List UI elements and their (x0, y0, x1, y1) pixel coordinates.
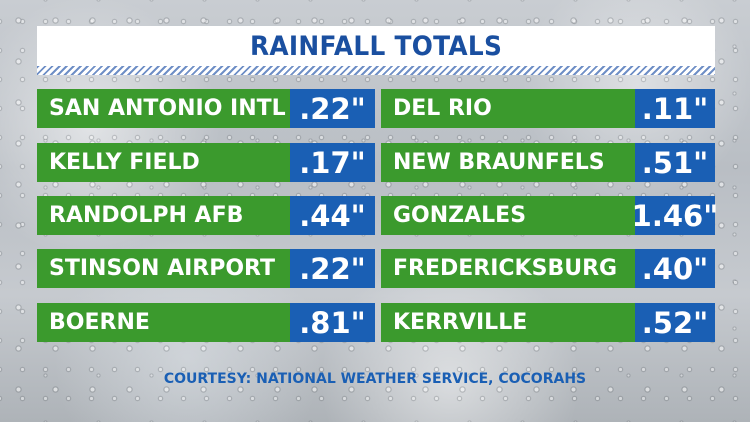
station-name: KERRVILLE (381, 303, 635, 342)
rainfall-row: KELLY FIELD .17" (37, 143, 375, 182)
station-name: NEW BRAUNFELS (381, 143, 635, 182)
rainfall-row: GONZALES 1.46" (381, 196, 718, 235)
station-name: KELLY FIELD (37, 143, 290, 182)
rainfall-row: NEW BRAUNFELS .51" (381, 143, 715, 182)
rainfall-value: .40" (635, 249, 715, 288)
rainfall-value: .22" (290, 249, 375, 288)
rainfall-value: .22" (290, 89, 375, 128)
title-bar: RAINFALL TOTALS (37, 26, 715, 66)
rainfall-value: .52" (635, 303, 715, 342)
station-name: RANDOLPH AFB (37, 196, 290, 235)
station-name: SAN ANTONIO INTL (37, 89, 290, 128)
station-name: BOERNE (37, 303, 290, 342)
page-title: RAINFALL TOTALS (249, 30, 503, 62)
rainfall-row: FREDERICKSBURG .40" (381, 249, 715, 288)
rainfall-row: KERRVILLE .52" (381, 303, 715, 342)
title-stripe (37, 66, 715, 75)
rainfall-value: .17" (290, 143, 375, 182)
station-name: DEL RIO (381, 89, 635, 128)
rainfall-value: 1.46" (632, 196, 718, 235)
rainfall-value: .11" (635, 89, 715, 128)
rainfall-value: .81" (290, 303, 375, 342)
station-name: GONZALES (381, 196, 635, 235)
rainfall-row: BOERNE .81" (37, 303, 375, 342)
station-name: STINSON AIRPORT (37, 249, 290, 288)
rainfall-value: .44" (290, 196, 375, 235)
courtesy-credit: COURTESY: NATIONAL WEATHER SERVICE, COCO… (163, 371, 587, 387)
rainfall-row: STINSON AIRPORT .22" (37, 249, 375, 288)
rainfall-row: SAN ANTONIO INTL .22" (37, 89, 375, 128)
rainfall-row: DEL RIO .11" (381, 89, 715, 128)
rainfall-value: .51" (635, 143, 715, 182)
station-name: FREDERICKSBURG (381, 249, 635, 288)
rainfall-row: RANDOLPH AFB .44" (37, 196, 375, 235)
